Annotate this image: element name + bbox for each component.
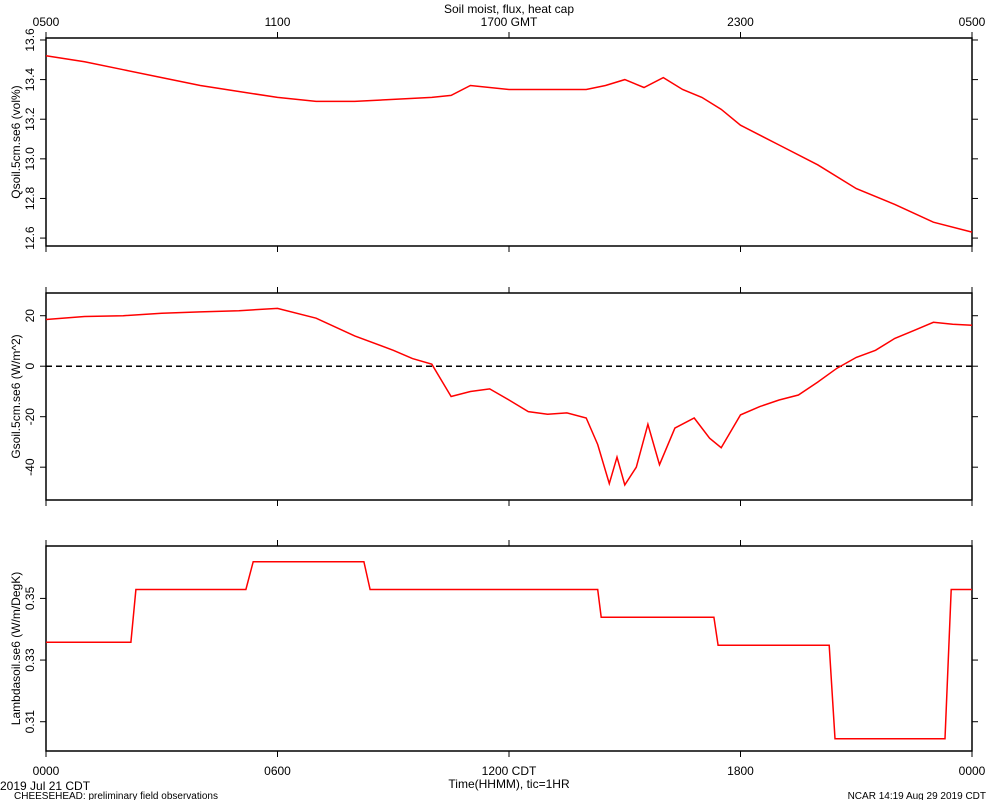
x-tick-label: 0000 xyxy=(959,764,986,778)
y-tick-label: 13.6 xyxy=(23,28,37,52)
x-tick-label: 0600 xyxy=(264,764,291,778)
chart-title: Soil moist, flux, heat cap xyxy=(444,2,574,16)
y-tick-label: 13.2 xyxy=(23,107,37,131)
x-tick-label: 0000 xyxy=(33,764,60,778)
footer-note: CHEESEHEAD: preliminary field observatio… xyxy=(14,791,218,800)
y-axis-label: Gsoil.5cm.se6 (W/m^2) xyxy=(9,334,23,458)
x2-tick-label: 1100 xyxy=(265,15,291,29)
x2-tick-label: 2300 xyxy=(727,15,754,29)
y-axis-label: Lambdasoil.se6 (W/m/DegK) xyxy=(9,572,23,725)
y-tick-label: 0.35 xyxy=(23,586,37,610)
plot-frame xyxy=(45,545,973,752)
y-tick-label: -20 xyxy=(23,408,37,426)
x2-tick-label: 0500 xyxy=(959,15,986,29)
y-tick-label: 0 xyxy=(23,363,37,370)
y-tick-label: 12.6 xyxy=(23,226,37,250)
y-tick-label: 13.4 xyxy=(23,68,37,92)
date-label: 2019 Jul 21 CDT xyxy=(0,779,91,793)
x2-tick-label: 1700 GMT xyxy=(481,15,538,29)
plot-frame xyxy=(45,37,973,247)
y-tick-label: 0.31 xyxy=(23,710,37,734)
y-axis-label: Qsoil.5cm.se6 (vol%) xyxy=(9,85,23,198)
x-tick-label: 1200 CDT xyxy=(482,764,537,778)
y-tick-label: 20 xyxy=(23,309,37,323)
data-line xyxy=(45,307,973,487)
x2-tick-label: 0500 xyxy=(33,15,60,29)
x-axis-label: Time(HHMM), tic=1HR xyxy=(448,777,570,791)
data-line xyxy=(45,55,973,233)
y-tick-label: 0.33 xyxy=(23,648,37,672)
y-tick-label: 12.8 xyxy=(23,186,37,210)
plot-frame xyxy=(45,292,973,501)
y-tick-label: 13.0 xyxy=(23,147,37,171)
data-line xyxy=(46,560,972,740)
y-tick-label: -40 xyxy=(23,458,37,476)
x-tick-label: 1800 xyxy=(727,764,754,778)
footer-note: NCAR 14:19 Aug 29 2019 CDT xyxy=(848,791,986,800)
